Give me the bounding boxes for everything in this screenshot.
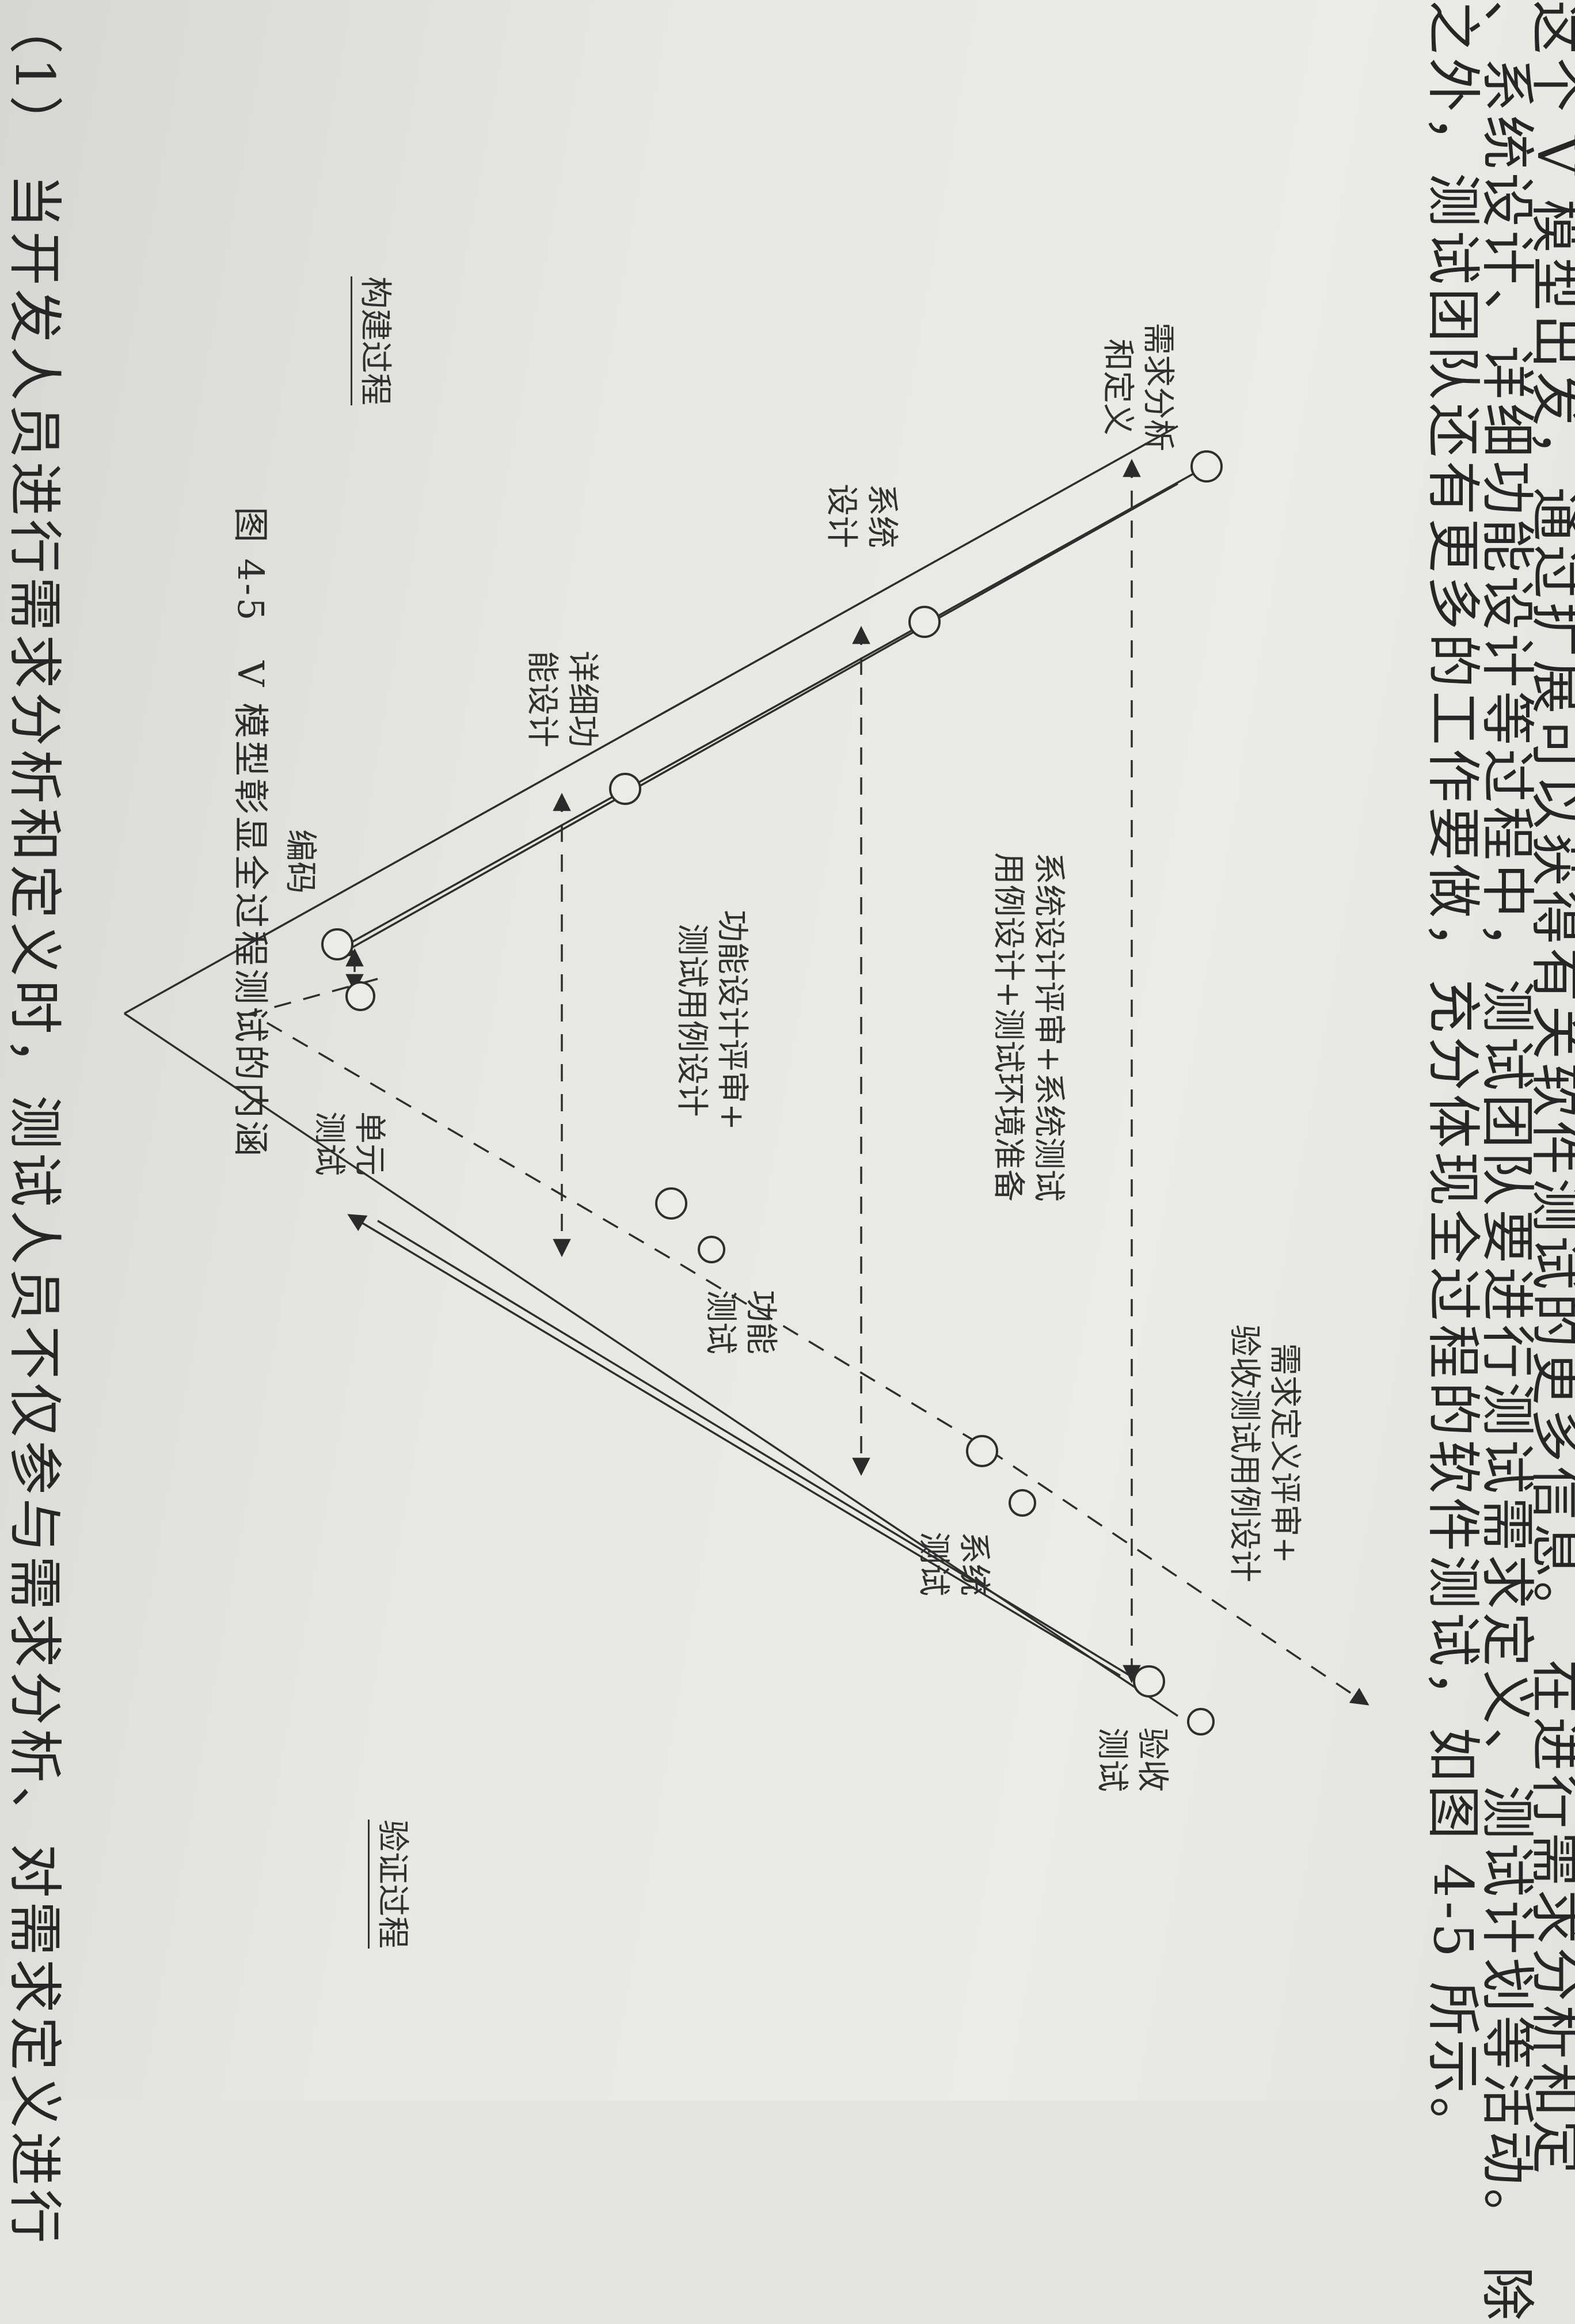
test-path-dashed-line [248,978,1369,1706]
label-coding: 编码 [281,829,319,894]
node-acceptance-dev [1133,1665,1165,1698]
label-requirements: 需求分析 和定义 [1099,322,1177,451]
node-system-test [1009,1489,1036,1517]
label-unit-test: 单元 测试 [310,1111,388,1176]
v-right-arrow-line [347,1214,1121,1677]
verify-process-label: 验证过程 [368,1820,412,1949]
figure-caption: 图 4-5 V 模型彰显全过程测试的内涵 [230,507,272,1159]
book-page: 这个 V 模型出发，通过扩展可以获得有关软件测试的更多信息。 在进行需求分析和定… [3,0,1575,2324]
v-model-diagram [124,425,1369,1736]
v-left-inner-line [337,465,1207,951]
label-system-design: 系统 设计 [823,484,900,548]
node-acceptance-test [1187,1708,1215,1736]
label-system-test: 系统 测试 [915,1532,992,1596]
node-coding [321,928,353,960]
activity-function-design-review: 功能设计评审+ 测试用例设计 [673,910,751,1130]
activity-system-design-review: 系统设计评审+系统测试 用例设计+测试环境准备 [990,852,1067,1202]
activity-acceptance-design: 需求定义评审+ 验收测试用例设计 [1226,1324,1303,1582]
label-function-test: 功能 测试 [702,1290,779,1354]
node-system-design [908,606,941,638]
node-function-dev [655,1187,687,1220]
label-acceptance-test: 验收 测试 [1093,1727,1171,1792]
label-detailed-design: 详细功 能设计 [523,651,601,747]
node-system-dev [966,1435,998,1467]
node-unit-test [345,981,375,1011]
build-process-label: 构建过程 [351,276,395,405]
v-left-outer-line [124,425,1178,1015]
node-detailed-design [609,773,641,805]
node-requirements [1190,450,1223,483]
node-function-test [698,1236,725,1263]
v-right-inner-line [377,1220,1150,1688]
v-left-arrow-line [336,483,1178,957]
